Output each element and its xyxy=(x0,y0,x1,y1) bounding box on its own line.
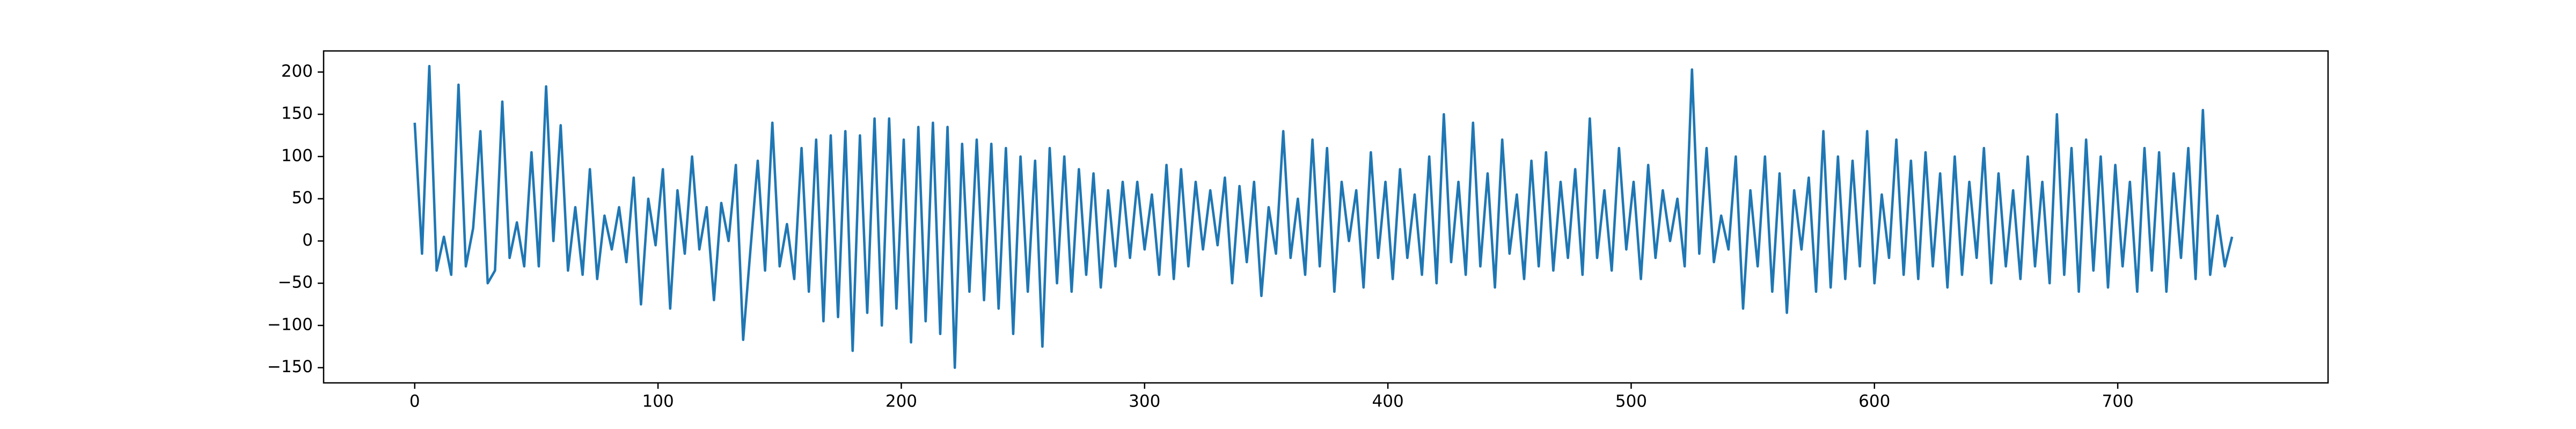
y-tick-label: 150 xyxy=(281,104,313,123)
axes-frame xyxy=(323,50,2329,384)
x-tick-label: 100 xyxy=(642,392,674,411)
y-tick-label: 50 xyxy=(292,188,313,208)
y-tick-label: −150 xyxy=(267,357,313,376)
y-tick-label: −50 xyxy=(278,273,313,292)
x-tick-label: 300 xyxy=(1129,392,1160,411)
x-tick-label: 700 xyxy=(2102,392,2134,411)
x-tick-label: 0 xyxy=(409,392,420,411)
x-tick-label: 500 xyxy=(1615,392,1647,411)
x-tick-label: 200 xyxy=(885,392,917,411)
x-tick-label: 400 xyxy=(1372,392,1404,411)
y-tick-label: 100 xyxy=(281,146,313,165)
y-tick-label: 0 xyxy=(302,231,313,250)
data-line xyxy=(413,65,2234,369)
x-tick-label: 600 xyxy=(1858,392,1890,411)
y-tick-label: 200 xyxy=(281,62,313,81)
y-tick-label: −100 xyxy=(267,315,313,334)
